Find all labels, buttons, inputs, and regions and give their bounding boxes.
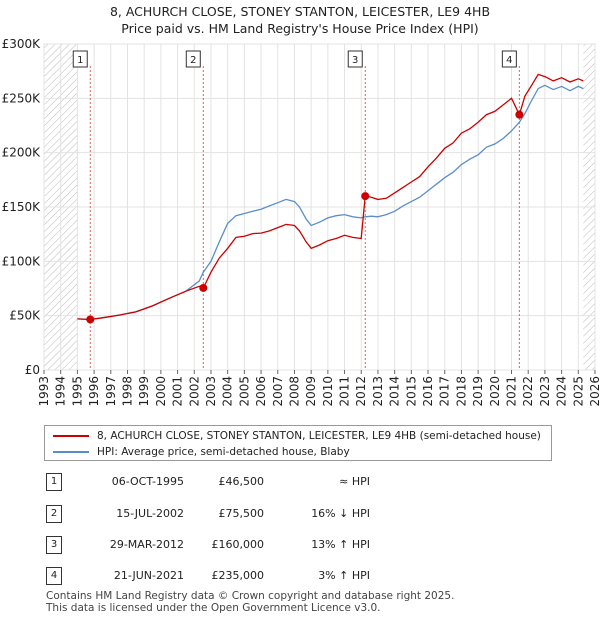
table-row: 4 21-JUN-2021 £235,000 3% ↑ HPI bbox=[42, 567, 562, 585]
sale-label-box bbox=[501, 50, 517, 68]
chart-title: 8, ACHURCH CLOSE, STONEY STANTON, LEICES… bbox=[0, 3, 600, 37]
transaction-hpi-compare: 16% ↓ HPI bbox=[311, 507, 370, 520]
x-tick-label: 2014 bbox=[388, 376, 402, 407]
table-row: 1 06-OCT-1995 £46,500 ≈ HPI bbox=[42, 473, 562, 491]
x-tick-label: 1993 bbox=[37, 376, 51, 407]
x-tick-label: 1995 bbox=[70, 376, 84, 407]
sale-label: 1 bbox=[77, 55, 83, 66]
x-tick-label: 2018 bbox=[454, 376, 468, 407]
sale-label: 3 bbox=[352, 55, 358, 66]
price-chart: 1 2 3 4 £0 £50K £100K £150K £200K £250K £300K 199… bbox=[2, 37, 600, 407]
y-tick-label: £200K bbox=[2, 146, 42, 160]
x-tick-label: 2001 bbox=[171, 376, 185, 407]
x-tick-label: 1998 bbox=[120, 376, 134, 407]
y-tick-label: £300K bbox=[2, 37, 42, 51]
transaction-price: £160,000 bbox=[211, 538, 265, 551]
transaction-number-badge: 3 bbox=[46, 536, 62, 554]
legend-item-property: 8, ACHURCH CLOSE, STONEY STANTON, LEICES… bbox=[53, 428, 541, 444]
y-tick-label: £0 bbox=[25, 363, 40, 377]
transaction-number-badge: 2 bbox=[46, 505, 62, 523]
transaction-number-badge: 1 bbox=[46, 473, 62, 491]
x-tick-label: 1999 bbox=[137, 376, 151, 407]
x-tick-label: 2002 bbox=[187, 376, 201, 407]
x-tick-label: 2020 bbox=[488, 376, 502, 407]
attribution-footer: Contains HM Land Registry data © Crown c… bbox=[46, 590, 454, 614]
x-tick-label: 2015 bbox=[404, 376, 418, 407]
x-tick-label: 2000 bbox=[154, 376, 168, 407]
table-row: 3 29-MAR-2012 £160,000 13% ↑ HPI bbox=[42, 536, 562, 554]
x-tick-label: 1997 bbox=[104, 376, 118, 407]
footer-line-1: Contains HM Land Registry data © Crown c… bbox=[46, 590, 455, 602]
sale-marker bbox=[515, 110, 524, 119]
x-tick-label: 2005 bbox=[237, 376, 251, 407]
y-tick-label: £50K bbox=[9, 309, 41, 323]
title-line-2: Price paid vs. HM Land Registry's House … bbox=[121, 21, 479, 36]
x-tick-label: 2016 bbox=[421, 376, 435, 407]
x-tick-label: 2013 bbox=[371, 376, 385, 407]
sale-label-box bbox=[185, 50, 201, 68]
x-tick-label: 2026 bbox=[588, 376, 600, 407]
sale-marker bbox=[86, 315, 95, 324]
legend-item-hpi: HPI: Average price, semi-detached house,… bbox=[53, 444, 350, 460]
transaction-price: £235,000 bbox=[211, 569, 265, 582]
x-tick-label: 2011 bbox=[338, 376, 352, 407]
transaction-date: 15-JUL-2002 bbox=[116, 507, 184, 520]
sale-marker bbox=[361, 192, 370, 201]
y-tick-label: £250K bbox=[2, 91, 42, 105]
hpi-series-line bbox=[77, 84, 584, 321]
x-tick-label: 2017 bbox=[438, 376, 452, 407]
legend-label-property: 8, ACHURCH CLOSE, STONEY STANTON, LEICES… bbox=[97, 430, 541, 442]
transaction-price: £75,500 bbox=[218, 507, 265, 520]
transaction-date: 29-MAR-2012 bbox=[109, 538, 184, 551]
x-tick-label: 2023 bbox=[538, 376, 552, 407]
sale-label-box bbox=[347, 50, 363, 68]
legend-swatch-hpi bbox=[53, 451, 89, 453]
x-tick-label: 2009 bbox=[304, 376, 318, 407]
x-tick-label: 2010 bbox=[321, 376, 335, 407]
transaction-price: £46,500 bbox=[218, 475, 265, 488]
x-tick-label: 2025 bbox=[571, 376, 585, 407]
x-tick-label: 2024 bbox=[555, 376, 569, 407]
footer-line-2: This data is licensed under the Open Gov… bbox=[46, 602, 381, 614]
sale-label: 2 bbox=[190, 55, 196, 66]
table-row: 2 15-JUL-2002 £75,500 16% ↓ HPI bbox=[42, 505, 562, 523]
title-line-1: 8, ACHURCH CLOSE, STONEY STANTON, LEICES… bbox=[109, 4, 491, 19]
x-tick-label: 2004 bbox=[221, 376, 235, 407]
property-series-line bbox=[77, 73, 584, 321]
sale-label: 4 bbox=[506, 55, 512, 66]
x-tick-label: 2006 bbox=[254, 376, 268, 407]
y-tick-label: £150K bbox=[2, 200, 42, 214]
x-tick-label: 2022 bbox=[521, 376, 535, 407]
x-tick-label: 2021 bbox=[505, 376, 519, 407]
legend-label-hpi: HPI: Average price, semi-detached house,… bbox=[97, 446, 350, 458]
transaction-date: 21-JUN-2021 bbox=[113, 569, 184, 582]
chart-legend: 8, ACHURCH CLOSE, STONEY STANTON, LEICES… bbox=[44, 425, 552, 461]
transaction-number-badge: 4 bbox=[46, 567, 62, 585]
transaction-hpi-compare: 13% ↑ HPI bbox=[311, 538, 370, 551]
x-tick-label: 2012 bbox=[354, 376, 368, 407]
transaction-date: 06-OCT-1995 bbox=[111, 475, 184, 488]
x-tick-label: 1994 bbox=[54, 376, 68, 407]
sale-marker bbox=[199, 283, 208, 292]
legend-swatch-property bbox=[53, 435, 89, 437]
sale-label-box bbox=[72, 50, 88, 68]
x-tick-label: 1996 bbox=[87, 376, 101, 407]
x-tick-label: 2008 bbox=[287, 376, 301, 407]
y-tick-label: £100K bbox=[2, 254, 42, 268]
transaction-hpi-compare: ≈ HPI bbox=[339, 475, 370, 488]
x-tick-label: 2003 bbox=[204, 376, 218, 407]
transaction-hpi-compare: 3% ↑ HPI bbox=[318, 569, 370, 582]
x-tick-label: 2019 bbox=[471, 376, 485, 407]
x-tick-label: 2007 bbox=[271, 376, 285, 407]
